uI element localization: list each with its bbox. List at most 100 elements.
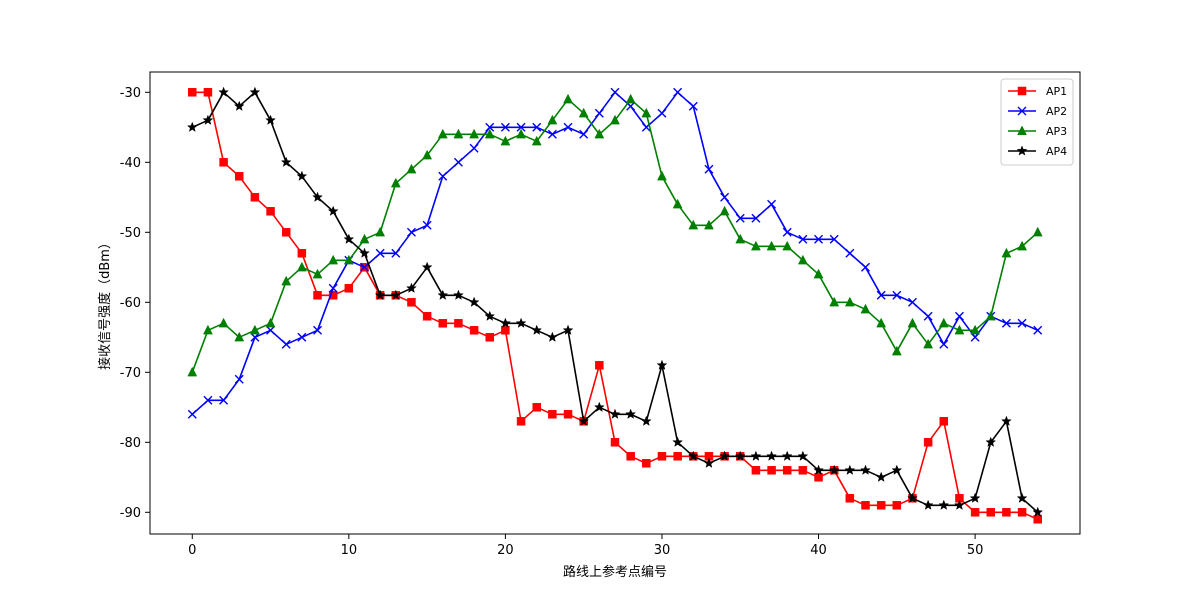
data-point-ap4 [672,436,684,447]
data-point-ap1 [250,193,260,202]
data-point-ap1 [673,452,682,461]
legend-label-ap2: AP2 [1046,105,1067,118]
data-point-ap1 [970,508,980,517]
data-point-ap2 [1017,318,1027,328]
data-point-ap4 [750,450,762,461]
data-point-ap4 [546,331,558,342]
data-point-ap3 [719,205,730,216]
data-point-ap3 [923,338,934,349]
data-point-ap4 [1016,492,1028,503]
data-point-ap3 [281,275,292,286]
data-point-ap4 [813,464,824,475]
data-point-ap2 [688,101,698,111]
data-point-ap1 [548,410,557,419]
data-point-ap2 [516,122,526,132]
data-point-ap4 [499,317,511,328]
data-point-ap4 [202,114,214,125]
y-tick-label: -90 [120,506,141,521]
series-ap1 [188,88,1042,524]
x-tick-label: 40 [810,543,827,558]
data-point-ap2 [219,395,229,405]
data-point-ap3 [970,324,981,335]
data-point-ap2 [328,283,338,293]
data-point-ap3 [610,114,620,125]
data-point-ap1 [344,284,354,293]
data-point-ap1 [281,228,291,237]
data-point-ap4 [922,499,934,510]
legend-marker-ap2 [1017,106,1027,116]
data-point-ap4 [766,450,777,461]
legend-label-ap1: AP1 [1046,85,1067,98]
data-point-ap4 [406,282,417,293]
y-tick-label: -40 [120,156,141,171]
legend-label-ap3: AP3 [1046,125,1067,138]
data-point-ap2 [375,248,385,258]
data-point-ap3 [406,163,417,174]
data-point-ap1 [892,501,902,510]
data-point-ap2 [453,157,463,167]
data-point-ap3 [1032,226,1043,237]
data-point-ap2 [845,248,855,258]
data-point-ap2 [954,311,964,321]
data-point-ap1 [751,466,761,475]
x-axis-ticks: 0 10 20 30 40 50 [188,534,983,558]
data-point-ap4 [844,464,856,475]
data-point-ap4 [437,289,449,300]
data-point-ap4 [233,100,245,111]
data-point-ap2 [360,262,369,272]
data-point-ap3 [782,240,793,251]
data-point-ap2 [532,122,542,132]
y-tick-label: -60 [120,296,141,311]
data-point-ap4 [860,464,871,475]
data-point-ap4 [797,450,809,461]
data-point-ap4 [985,436,997,447]
data-point-ap2 [829,234,839,244]
data-point-ap1 [939,417,949,426]
data-point-ap3 [453,128,464,139]
data-point-ap1 [1002,508,1011,517]
legend-item-ap1: AP1 [1008,85,1067,98]
data-point-ap2 [594,108,604,118]
data-point-ap3 [187,366,198,377]
y-tick-label: -70 [120,366,141,381]
legend-marker-ap3 [1017,125,1027,136]
data-point-ap1 [1017,508,1027,517]
data-point-ap3 [860,303,871,314]
data-point-ap3 [688,219,699,230]
data-point-ap2 [250,332,260,342]
data-point-ap2 [861,262,870,272]
data-point-ap3 [938,317,949,328]
data-point-ap1 [845,494,855,503]
data-point-ap4 [453,289,464,300]
data-point-ap1 [469,326,479,335]
data-point-ap4 [186,121,198,132]
data-point-ap1 [595,361,604,370]
data-point-ap2 [923,311,933,321]
data-point-ap2 [500,122,510,132]
data-point-ap1 [657,452,667,461]
data-point-ap4 [562,324,574,335]
data-point-ap3 [234,331,245,342]
data-point-ap4 [891,464,903,475]
data-point-ap3 [625,93,636,104]
data-point-ap1 [313,291,322,300]
data-point-ap2 [203,395,213,405]
data-point-ap1 [501,326,510,335]
data-point-ap2 [187,409,197,419]
data-point-ap2 [704,164,714,174]
data-point-ap2 [751,213,761,223]
legend-item-ap3: AP3 [1008,125,1067,138]
data-point-ap2 [673,87,683,97]
data-point-ap3 [265,317,276,328]
data-point-ap4 [954,499,965,510]
series-ap3 [187,93,1043,377]
data-point-ap4 [249,86,261,97]
data-point-ap2 [892,290,902,300]
legend-box [1000,78,1074,166]
data-point-ap2 [767,199,777,209]
x-tick-label: 0 [188,543,196,558]
legend-marker-ap4 [1016,145,1028,156]
data-point-ap2 [563,122,573,132]
data-point-ap4 [938,499,950,510]
data-point-ap4 [734,450,746,461]
